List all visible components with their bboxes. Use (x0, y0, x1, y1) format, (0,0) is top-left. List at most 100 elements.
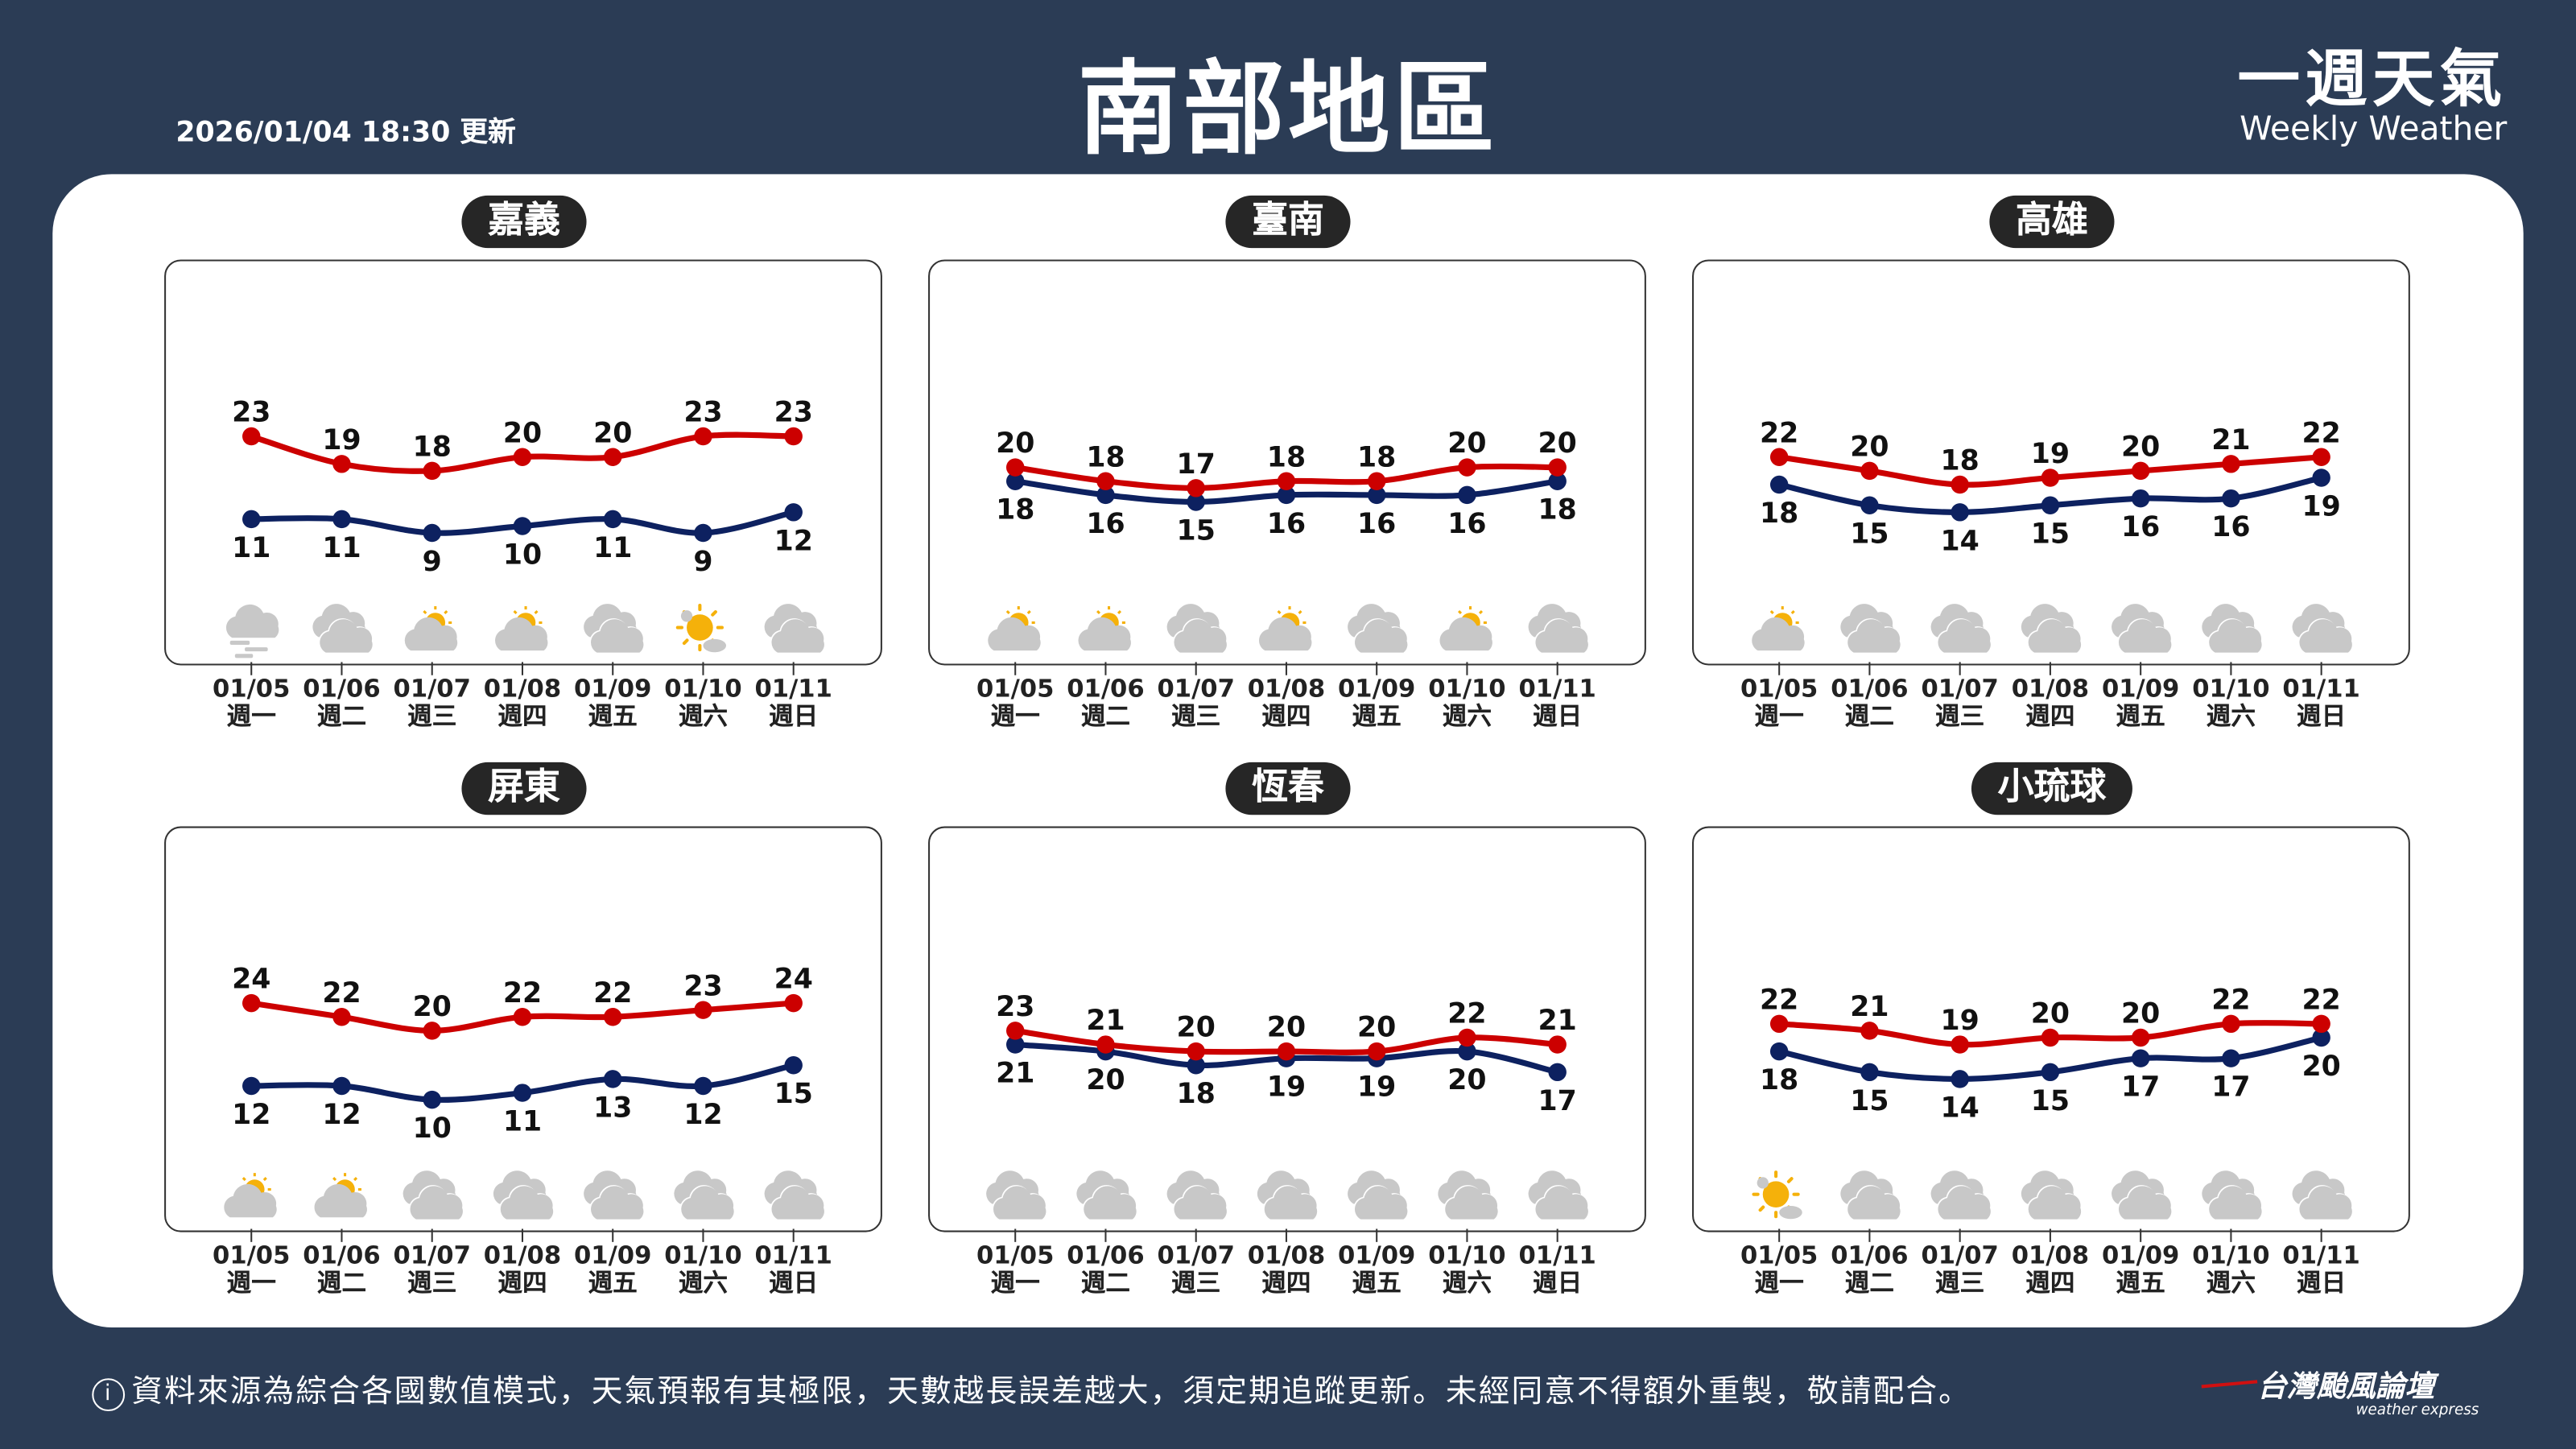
weekday: 週一 (1754, 701, 1804, 732)
high-temp-point (2312, 1014, 2330, 1034)
cloudy-icon (2202, 1170, 2262, 1220)
region-name: 恆春 (1225, 762, 1351, 815)
low-temp-label: 18 (1538, 494, 1577, 526)
low-temp-label: 12 (774, 525, 813, 557)
cloudy-icon (1348, 604, 1408, 653)
low-temp-label: 11 (322, 532, 361, 564)
date: 01/09 (574, 1240, 652, 1270)
date-label: 01/11 週日 (744, 1240, 842, 1298)
high-temp-point (1458, 458, 1476, 477)
cloudy-icon (1528, 1170, 1588, 1220)
date: 01/11 (754, 1240, 832, 1270)
date: 01/11 (2282, 673, 2360, 704)
high-temp-label: 22 (2211, 984, 2250, 1016)
cloudy-icon (1930, 604, 1991, 653)
low-temp-label: 19 (2302, 490, 2341, 522)
partly-cloudy-icon (314, 1173, 367, 1218)
low-temp-label: 10 (413, 1113, 452, 1145)
date: 01/05 (1740, 673, 1818, 704)
low-temp-label: 16 (2211, 511, 2250, 543)
high-temp-label: 18 (1267, 441, 1306, 473)
low-temp-label: 13 (593, 1092, 632, 1124)
weekday: 週六 (678, 1268, 729, 1298)
high-temp-label: 24 (774, 964, 813, 996)
low-temp-point (694, 1076, 712, 1096)
high-temp-label: 20 (593, 417, 632, 449)
low-temp-point (423, 1090, 441, 1109)
low-temp-point (1458, 485, 1476, 505)
brand-title-zh: 一週天氣 (2237, 43, 2508, 115)
date: 01/06 (1067, 1240, 1145, 1270)
low-temp-point (694, 523, 712, 543)
weekday: 週三 (407, 701, 457, 732)
high-temp-label: 23 (996, 991, 1034, 1023)
temperature-chart: 18 15 14 15 17 17 20 22 21 19 20 20 22 22 (1752, 984, 2352, 1242)
date-label: 01/07 週三 (1146, 1241, 1245, 1298)
low-temp-label: 17 (2211, 1071, 2250, 1104)
weekday: 週六 (1442, 1268, 1492, 1298)
high-temp-point (242, 427, 261, 446)
low-temp-label: 15 (1850, 518, 1889, 551)
low-temp-label: 15 (1177, 514, 1216, 547)
date: 01/10 (2192, 1240, 2270, 1270)
cloudy-icon (493, 1170, 554, 1220)
high-temp-label: 22 (2302, 984, 2341, 1016)
date: 01/05 (213, 673, 291, 704)
low-temp-point (603, 1070, 622, 1088)
high-temp-point (2312, 448, 2330, 466)
fog-icon (225, 604, 279, 658)
date-label: 01/06 週二 (292, 1241, 390, 1298)
low-temp-point (513, 517, 532, 535)
weekday: 週日 (1533, 701, 1583, 732)
date: 01/09 (1337, 1240, 1416, 1270)
low-temp-point (603, 510, 622, 529)
date: 01/07 (1921, 1240, 1999, 1270)
date-label: 01/08 週四 (1237, 675, 1335, 731)
high-temp-label: 19 (2031, 438, 2070, 470)
date: 01/10 (664, 673, 742, 704)
date-label: 01/10 週六 (2182, 675, 2280, 731)
low-temp-point (2131, 1049, 2150, 1067)
weekday: 週三 (407, 1268, 457, 1298)
date: 01/05 (976, 673, 1055, 704)
logo-text: 台灣颱風論壇 (2257, 1369, 2440, 1404)
high-temp-point (1548, 1035, 1567, 1054)
date: 01/06 (303, 673, 381, 704)
date: 01/05 (1740, 1240, 1818, 1270)
weekday: 週一 (226, 701, 276, 732)
cloudy-icon (1348, 1170, 1408, 1220)
low-temp-label: 16 (2121, 511, 2160, 543)
weekday: 週二 (316, 701, 367, 732)
low-temp-label: 17 (1538, 1085, 1577, 1117)
high-temp-point (423, 461, 441, 481)
low-temp-label: 18 (1760, 1064, 1798, 1096)
date-label: 01/07 週三 (1910, 1240, 2008, 1298)
high-temp-point (784, 427, 803, 446)
date-label: 01/11 週日 (2272, 1241, 2370, 1298)
low-temp-point (2131, 489, 2150, 508)
high-temp-point (1458, 1028, 1476, 1047)
low-temp-point (2222, 1049, 2240, 1067)
low-temp-label: 12 (322, 1099, 361, 1131)
high-temp-point (694, 427, 712, 446)
info-icon: i (92, 1378, 126, 1412)
brand-title: 一週天氣 Weekly Weather (2238, 46, 2508, 144)
cloudy-icon (2292, 1170, 2352, 1220)
date-label: 01/09 週五 (2091, 675, 2190, 731)
temperature-chart: 12 12 10 11 13 12 15 24 22 20 22 22 23 24 (224, 964, 824, 1242)
low-temp-point (1367, 485, 1386, 505)
partly-cloudy-icon (404, 606, 458, 651)
date-label: 01/07 週三 (1146, 675, 1245, 731)
cloudy-icon (1930, 1170, 1991, 1220)
date-label: 01/08 週四 (1237, 1241, 1335, 1298)
low-temp-label: 20 (2302, 1051, 2341, 1083)
page-title: 南部地區 (1077, 49, 1499, 170)
high-temp-label: 23 (683, 397, 722, 429)
date-label: 01/11 週日 (2272, 675, 2370, 731)
low-temp-point (1951, 1070, 1969, 1088)
high-temp-label: 22 (1447, 998, 1486, 1030)
weekday: 週五 (1352, 701, 1402, 732)
weekday: 週四 (497, 1268, 547, 1298)
low-temp-label: 12 (232, 1099, 270, 1131)
weekday: 週四 (1261, 701, 1311, 732)
